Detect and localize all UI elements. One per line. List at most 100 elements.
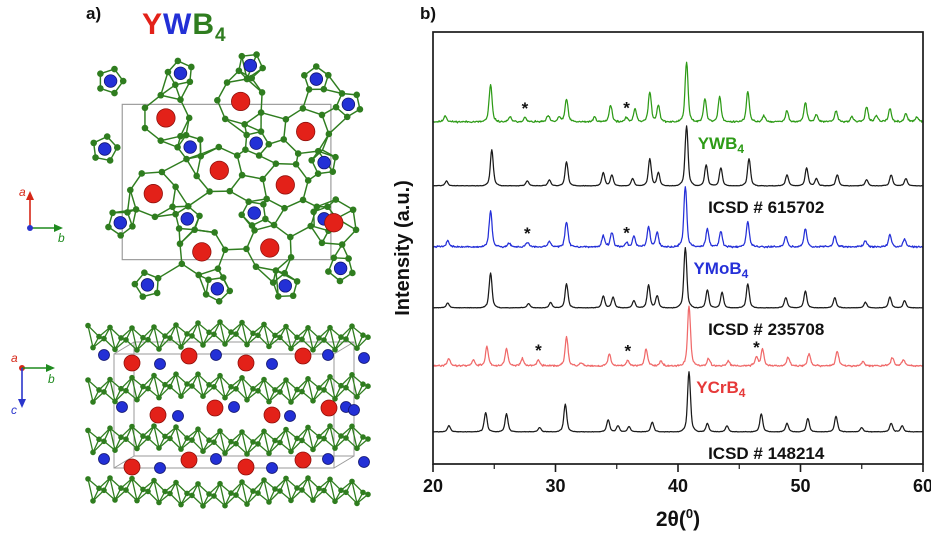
tungsten-atom bbox=[103, 74, 118, 88]
c-axis-arrowhead bbox=[18, 399, 26, 408]
yttrium-atom bbox=[231, 91, 251, 112]
yttrium-atom bbox=[294, 347, 312, 365]
crystal-structure-side-view bbox=[85, 319, 371, 509]
tungsten-atom bbox=[317, 155, 331, 170]
axes-indicator-top: a b bbox=[19, 185, 65, 244]
tungsten-atom bbox=[348, 404, 360, 416]
tungsten-atom bbox=[278, 279, 292, 293]
yttrium-atom bbox=[209, 160, 229, 180]
y-axis-title: Intensity (a.u.) bbox=[393, 180, 414, 316]
tungsten-atom bbox=[358, 456, 370, 468]
tungsten-atom bbox=[98, 142, 112, 156]
yttrium-atom bbox=[237, 458, 255, 476]
yttrium-atom bbox=[156, 108, 176, 128]
yttrium-atom bbox=[206, 399, 224, 417]
tungsten-atom bbox=[180, 212, 194, 226]
series-label-YCrB4: YCrB4 bbox=[696, 378, 746, 400]
plot-axes: 20 30 40 50 60 2θ(0) Intensity (a.u.) bbox=[393, 31, 931, 531]
compound-title: YWB4 bbox=[142, 8, 227, 47]
tungsten-atom bbox=[210, 282, 225, 296]
yttrium-atom bbox=[123, 354, 141, 372]
tungsten-atom bbox=[183, 140, 197, 154]
tungsten-atom bbox=[116, 401, 128, 413]
tungsten-atom bbox=[140, 278, 155, 292]
yttrium-atom bbox=[320, 399, 338, 417]
tungsten-atom bbox=[249, 136, 263, 150]
impurity-asterisk: * bbox=[535, 341, 542, 360]
boron-atoms bbox=[90, 51, 364, 305]
a-axis-arrowhead bbox=[26, 191, 34, 200]
a-axis-label: a bbox=[19, 185, 26, 199]
yttrium-atom bbox=[294, 451, 312, 469]
series-label-YWB4: YWB4 bbox=[698, 134, 745, 156]
b-axis-label: b bbox=[48, 372, 55, 386]
impurity-asterisk: * bbox=[624, 342, 631, 361]
x-tick-label: 50 bbox=[790, 476, 810, 496]
impurity-asterisk: * bbox=[623, 224, 630, 243]
series-label-YMoB4: YMoB4 bbox=[693, 259, 748, 281]
tungsten-atom bbox=[247, 206, 261, 220]
panel-a-label: a) bbox=[86, 4, 102, 23]
xrd-trace-YCrB4 bbox=[432, 305, 924, 368]
tungsten-atom bbox=[284, 410, 296, 422]
c-axis-origin-dot bbox=[27, 225, 33, 231]
impurity-asterisk: * bbox=[623, 99, 630, 118]
yttrium-atom bbox=[192, 242, 212, 262]
series-label-ICSD-235708: ICSD # 235708 bbox=[708, 320, 824, 339]
boron-network-bonds bbox=[92, 53, 361, 302]
tungsten-atom bbox=[243, 58, 258, 73]
tungsten-atom bbox=[358, 352, 370, 364]
crystal-structure-top-view bbox=[90, 51, 364, 305]
tungsten-atom bbox=[154, 462, 166, 474]
tungsten-atom bbox=[173, 66, 188, 80]
yttrium-atom bbox=[180, 451, 198, 469]
xrd-trace-ICSD-615702 bbox=[432, 125, 924, 187]
compound-title-sub: 4 bbox=[215, 25, 227, 46]
tungsten-atom bbox=[266, 462, 278, 474]
tungsten-atom bbox=[210, 453, 222, 465]
metal-atoms bbox=[98, 58, 356, 296]
yttrium-atom bbox=[149, 406, 167, 424]
yttrium-atom bbox=[143, 184, 163, 204]
tungsten-atom bbox=[113, 216, 127, 230]
xrd-trace-ICSD-235708 bbox=[432, 246, 924, 309]
impurity-asterisk: * bbox=[753, 338, 760, 357]
tungsten-atom bbox=[266, 358, 278, 370]
tungsten-atom bbox=[322, 453, 334, 465]
yttrium-atom bbox=[296, 121, 316, 142]
c-axis-label: c bbox=[11, 403, 17, 416]
axes-indicator-bottom: a b c bbox=[11, 351, 55, 416]
tungsten-atom bbox=[333, 261, 348, 276]
tungsten-atom bbox=[210, 349, 222, 361]
tungsten-atom bbox=[98, 453, 110, 465]
tungsten-atom bbox=[172, 410, 184, 422]
x-tick-label: 40 bbox=[668, 476, 688, 496]
series-label-ICSD-148214: ICSD # 148214 bbox=[708, 444, 825, 463]
unit-cell-outline bbox=[121, 103, 332, 261]
impurity-asterisk: * bbox=[522, 99, 529, 118]
impurity-asterisk: * bbox=[524, 224, 531, 243]
yttrium-atom bbox=[275, 175, 295, 195]
tungsten-atom bbox=[309, 72, 324, 86]
tungsten-atom bbox=[228, 401, 240, 413]
yttrium-atom bbox=[180, 347, 198, 365]
a-axis-label: a bbox=[11, 351, 18, 365]
boron-layer-chains bbox=[85, 319, 371, 509]
interlayer-metal-atoms bbox=[98, 347, 370, 476]
xrd-trace-YWB4 bbox=[432, 61, 924, 124]
tungsten-atom bbox=[341, 97, 356, 112]
series-label-ICSD-615702: ICSD # 615702 bbox=[708, 198, 824, 217]
yttrium-atom bbox=[123, 458, 141, 476]
compound-title-y: Y bbox=[142, 8, 164, 41]
x-axis-title: 2θ(0) bbox=[656, 506, 700, 531]
tungsten-atom bbox=[322, 349, 334, 361]
x-tick-label: 20 bbox=[423, 476, 443, 496]
x-tick-label: 60 bbox=[913, 476, 931, 496]
b-axis-arrowhead bbox=[46, 364, 55, 372]
xrd-trace-ICSD-148214 bbox=[432, 371, 924, 433]
xrd-trace-YMoB4 bbox=[432, 186, 924, 249]
yttrium-atom bbox=[263, 406, 281, 424]
tungsten-atom bbox=[98, 349, 110, 361]
compound-title-b: B bbox=[192, 8, 216, 41]
